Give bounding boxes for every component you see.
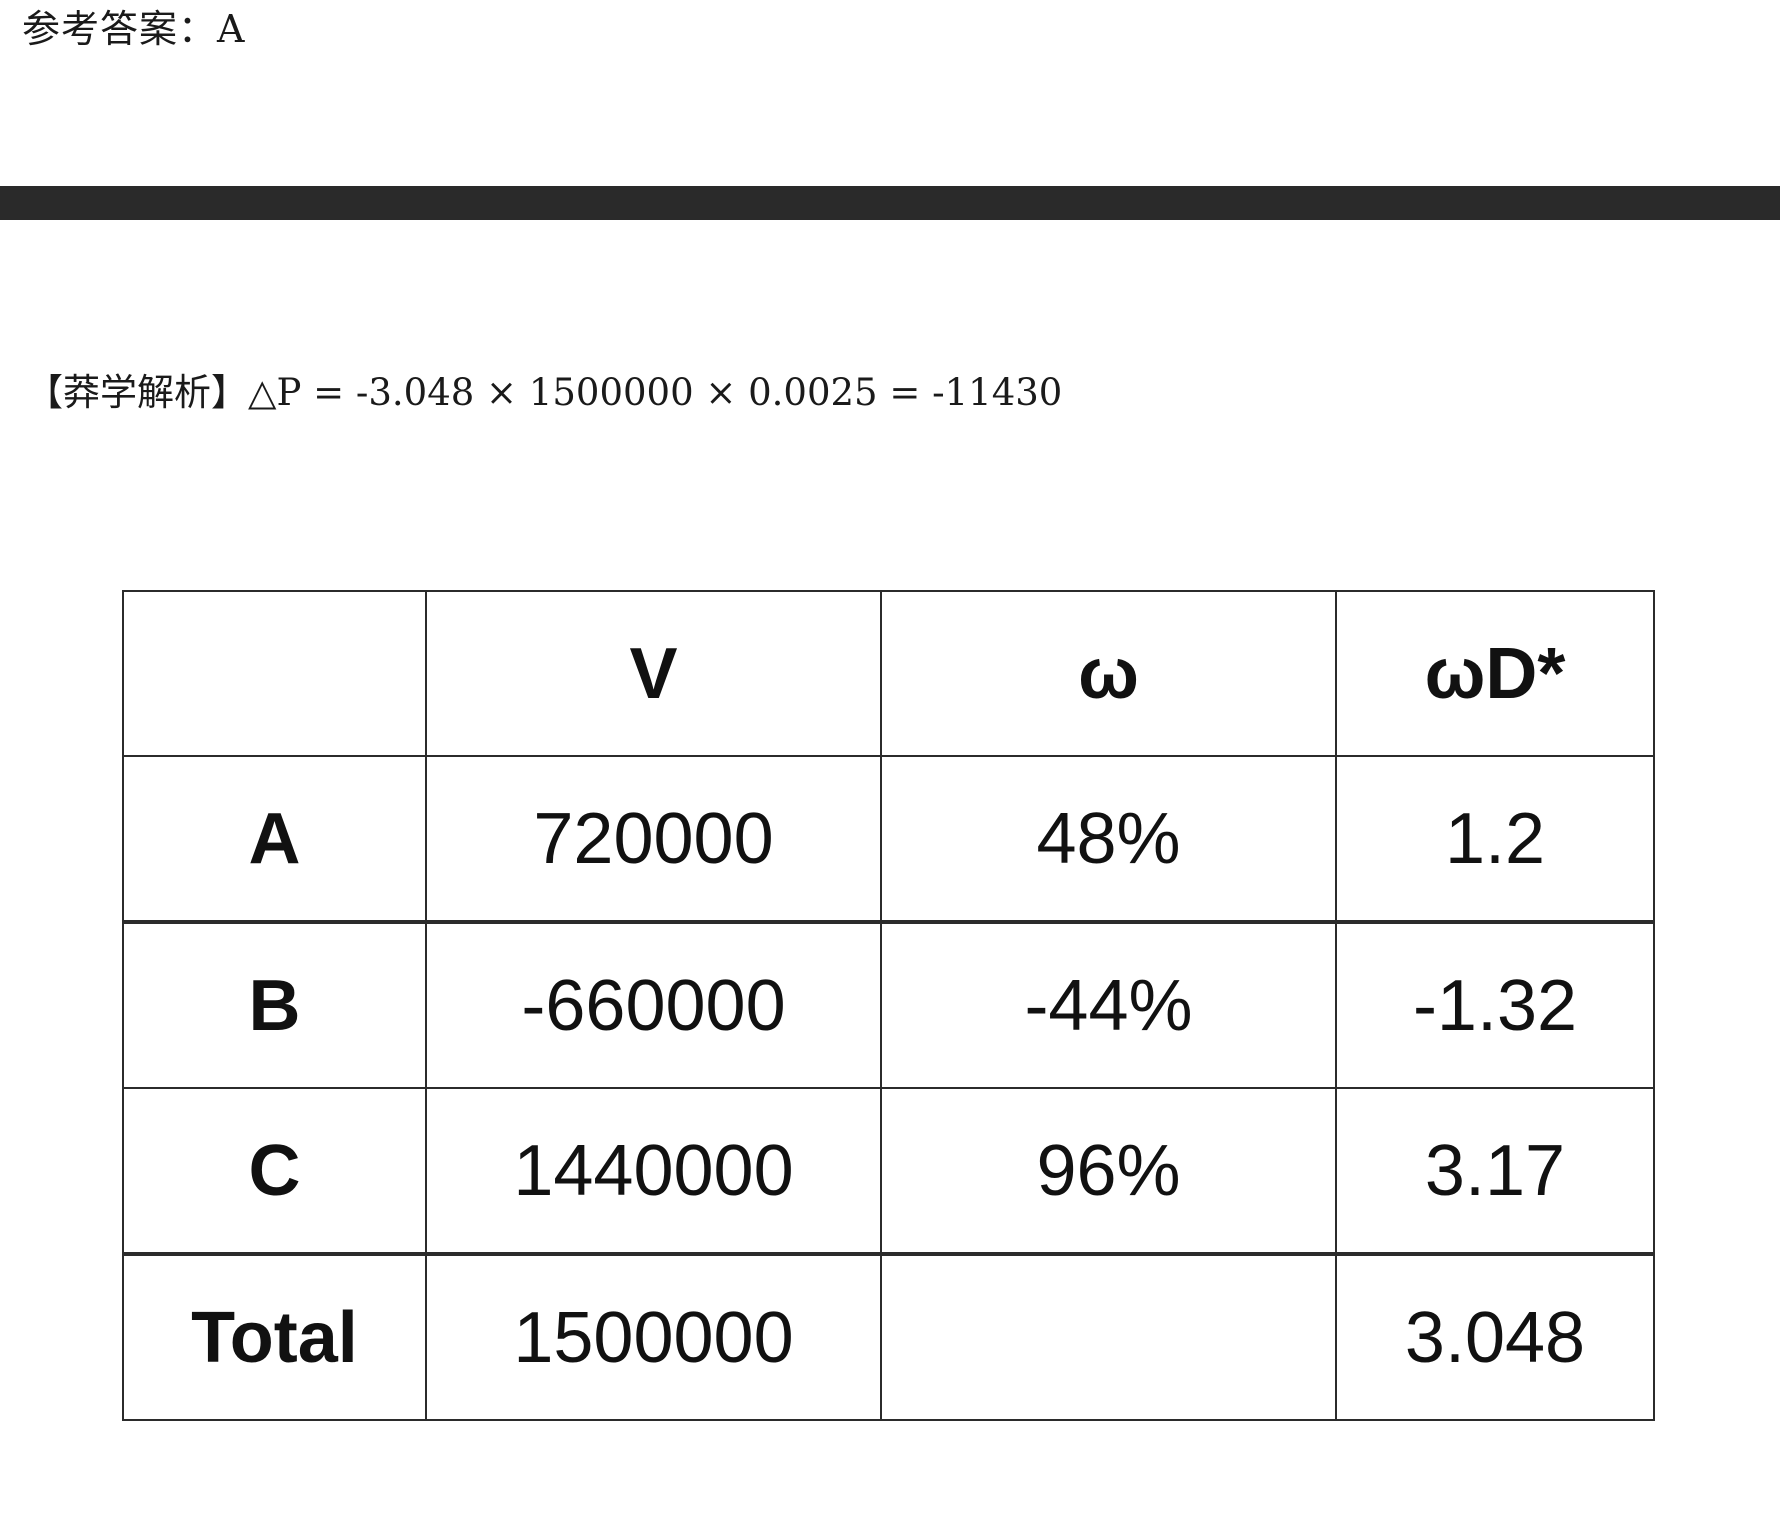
table-header-row: V ω ωD* [122,590,1655,757]
header-omega-d: ωD* [1335,590,1655,757]
cell-omega-d: -1.32 [1335,920,1655,1089]
row-label: B [122,920,427,1089]
row-label: A [122,755,427,923]
portfolio-table-container: V ω ωD* A 720000 48% 1.2 B -660000 -44% … [122,590,1655,1421]
portfolio-table: V ω ωD* A 720000 48% 1.2 B -660000 -44% … [122,590,1655,1421]
row-label: C [122,1087,427,1255]
table-total-row: Total 1500000 3.048 [122,1252,1655,1421]
section-divider [0,186,1780,220]
table-row: B -660000 -44% -1.32 [122,920,1655,1089]
header-omega: ω [880,590,1337,757]
total-omega [880,1252,1337,1421]
cell-omega: -44% [880,920,1337,1089]
analysis-formula: 【莽学解析】△P = -3.048 × 1500000 × 0.0025 = -… [26,371,1063,414]
cell-v: 720000 [425,755,882,923]
table-row: A 720000 48% 1.2 [122,755,1655,923]
total-label: Total [122,1252,427,1421]
cell-omega-d: 3.17 [1335,1087,1655,1255]
cell-v: 1440000 [425,1087,882,1255]
total-omega-d: 3.048 [1335,1252,1655,1421]
header-empty-cell [122,590,427,757]
total-v: 1500000 [425,1252,882,1421]
cell-omega-d: 1.2 [1335,755,1655,923]
cell-v: -660000 [425,920,882,1089]
header-v: V [425,590,882,757]
table-row: C 1440000 96% 3.17 [122,1087,1655,1255]
cell-omega: 48% [880,755,1337,923]
reference-answer: 参考答案：A [22,7,246,51]
cell-omega: 96% [880,1087,1337,1255]
